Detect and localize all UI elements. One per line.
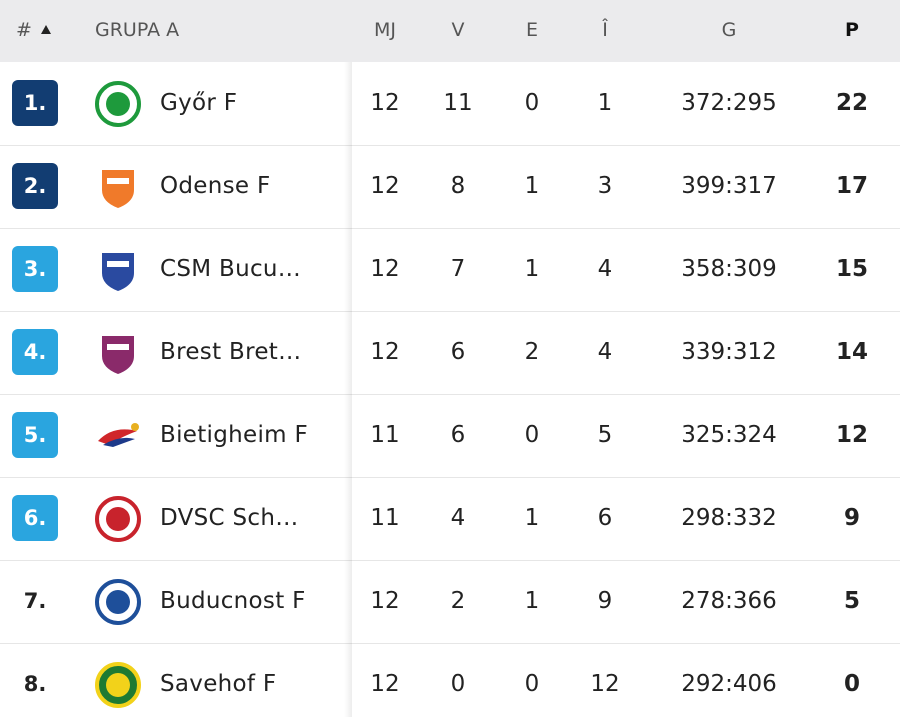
lost: 5 (597, 422, 613, 448)
won: 6 (450, 339, 466, 365)
team-logo (102, 253, 134, 291)
goals: 372:295 (681, 90, 777, 116)
table-row[interactable]: 1. Győr F 12 11 0 1 372:295 22 (0, 62, 900, 146)
drawn: 1 (524, 505, 540, 531)
team-name[interactable]: Brest Bret… (160, 339, 302, 365)
points: 15 (835, 256, 869, 282)
table-row[interactable]: 5. Bietigheim F 11 6 0 5 325:324 12 (0, 394, 900, 478)
goals: 325:324 (681, 422, 777, 448)
table-row[interactable]: 6. DVSC Sch… 11 4 1 6 298:332 9 (0, 477, 900, 561)
played: 12 (370, 173, 400, 199)
points: 9 (843, 505, 861, 531)
sort-arrow (41, 25, 51, 34)
table-row[interactable]: 8. Savehof F 12 0 0 12 292:406 0 (0, 643, 900, 717)
team-logo (102, 336, 134, 374)
won-header[interactable]: V (451, 19, 465, 41)
points: 14 (835, 339, 869, 365)
played-header[interactable]: MJ (374, 19, 396, 41)
column-shadow (344, 62, 352, 717)
goals-header[interactable]: G (721, 19, 737, 41)
team-name[interactable]: CSM Bucu… (160, 256, 302, 282)
team-logo (95, 81, 141, 127)
table-row[interactable]: 2. Odense F 12 8 1 3 399:317 17 (0, 145, 900, 229)
played: 12 (370, 339, 400, 365)
rank-badge: 1. (12, 80, 58, 126)
team-logo (95, 496, 141, 542)
lost: 1 (597, 90, 613, 116)
rank-badge: 5. (12, 412, 58, 458)
lost-header[interactable]: Î (602, 19, 608, 41)
table-row[interactable]: 7. Buducnost F 12 2 1 9 278:366 5 (0, 560, 900, 644)
played: 12 (370, 671, 400, 697)
won: 8 (450, 173, 466, 199)
won: 6 (450, 422, 466, 448)
goals: 358:309 (681, 256, 777, 282)
points-header[interactable]: P (845, 19, 859, 41)
played: 12 (370, 588, 400, 614)
played: 11 (370, 422, 400, 448)
rank: 7. (23, 589, 47, 613)
rank: 8. (23, 672, 47, 696)
goals: 399:317 (681, 173, 777, 199)
played: 12 (370, 90, 400, 116)
won: 11 (443, 90, 473, 116)
drawn: 0 (524, 90, 540, 116)
team-name[interactable]: Odense F (160, 173, 271, 199)
won: 4 (450, 505, 466, 531)
goals: 278:366 (681, 588, 777, 614)
lost: 6 (597, 505, 613, 531)
goals: 292:406 (681, 671, 777, 697)
won: 0 (450, 671, 466, 697)
goals: 298:332 (681, 505, 777, 531)
points: 17 (835, 173, 869, 199)
table-row[interactable]: 3. CSM Bucu… 12 7 1 4 358:309 15 (0, 228, 900, 312)
won: 7 (450, 256, 466, 282)
rank-badge: 6. (12, 495, 58, 541)
rank-badge: 3. (12, 246, 58, 292)
lost: 4 (597, 256, 613, 282)
group-header: GRUPA A (95, 19, 180, 41)
lost: 9 (597, 588, 613, 614)
team-name[interactable]: DVSC Sch… (160, 505, 299, 531)
table-header: # GRUPA A MJ V E Î G P (0, 0, 900, 62)
table-row[interactable]: 4. Brest Bret… 12 6 2 4 339:312 14 (0, 311, 900, 395)
drawn: 0 (524, 671, 540, 697)
lost: 12 (590, 671, 620, 697)
drawn: 1 (524, 256, 540, 282)
team-name[interactable]: Győr F (160, 90, 238, 116)
team-name[interactable]: Savehof F (160, 671, 277, 697)
team-logo (98, 423, 139, 447)
played: 11 (370, 505, 400, 531)
lost: 4 (597, 339, 613, 365)
team-logo (102, 170, 134, 208)
points: 0 (843, 671, 861, 697)
drawn-header[interactable]: E (525, 19, 539, 41)
rank-header[interactable]: # (16, 19, 32, 41)
played: 12 (370, 256, 400, 282)
points: 22 (835, 90, 869, 116)
team-name[interactable]: Buducnost F (160, 588, 306, 614)
drawn: 1 (524, 173, 540, 199)
points: 12 (835, 422, 869, 448)
points: 5 (843, 588, 861, 614)
goals: 339:312 (681, 339, 777, 365)
team-name[interactable]: Bietigheim F (160, 422, 308, 448)
drawn: 0 (524, 422, 540, 448)
drawn: 2 (524, 339, 540, 365)
won: 2 (450, 588, 466, 614)
lost: 3 (597, 173, 613, 199)
team-logo (95, 579, 141, 625)
rank-badge: 4. (12, 329, 58, 375)
drawn: 1 (524, 588, 540, 614)
team-logo (95, 662, 141, 708)
rank-badge: 2. (12, 163, 58, 209)
